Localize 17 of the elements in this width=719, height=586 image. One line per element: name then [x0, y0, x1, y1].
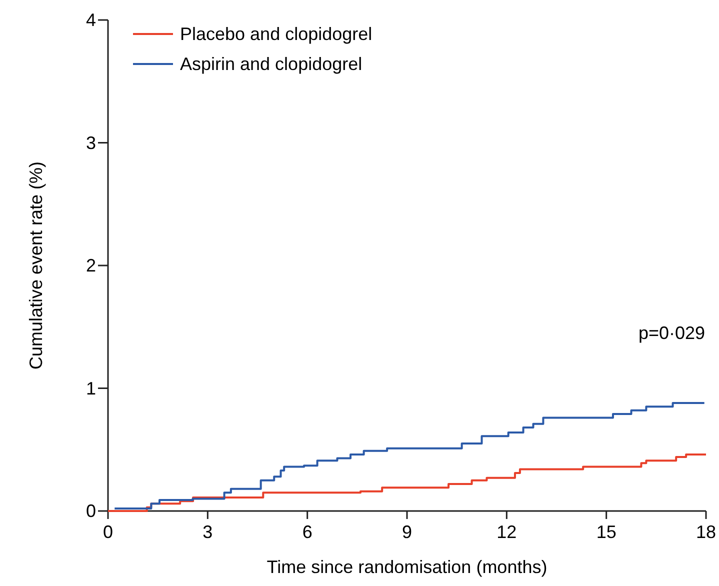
x-tick-label: 18 [696, 522, 716, 542]
y-tick-label: 1 [86, 378, 96, 398]
x-tick-label: 0 [102, 522, 114, 542]
annotation: p=0·029 [638, 323, 705, 344]
legend-label: Aspirin and clopidogrel [180, 54, 362, 74]
y-axis-title: Cumulative event rate (%) [26, 161, 46, 370]
x-tick-label: 9 [402, 522, 412, 542]
y-tick-label: 2 [86, 256, 96, 276]
y-tick-label: 3 [86, 132, 96, 153]
legend-label: Placebo and clopidogrel [180, 24, 372, 44]
x-tick-label: 15 [596, 522, 616, 542]
x-tick-label: 12 [496, 522, 517, 542]
x-tick-label: 6 [302, 522, 312, 542]
x-tick-label: 3 [202, 522, 213, 542]
y-tick-label: 0 [86, 501, 96, 521]
x-axis-title: Time since randomisation (months) [266, 557, 548, 577]
y-tick-label: 4 [86, 10, 96, 30]
